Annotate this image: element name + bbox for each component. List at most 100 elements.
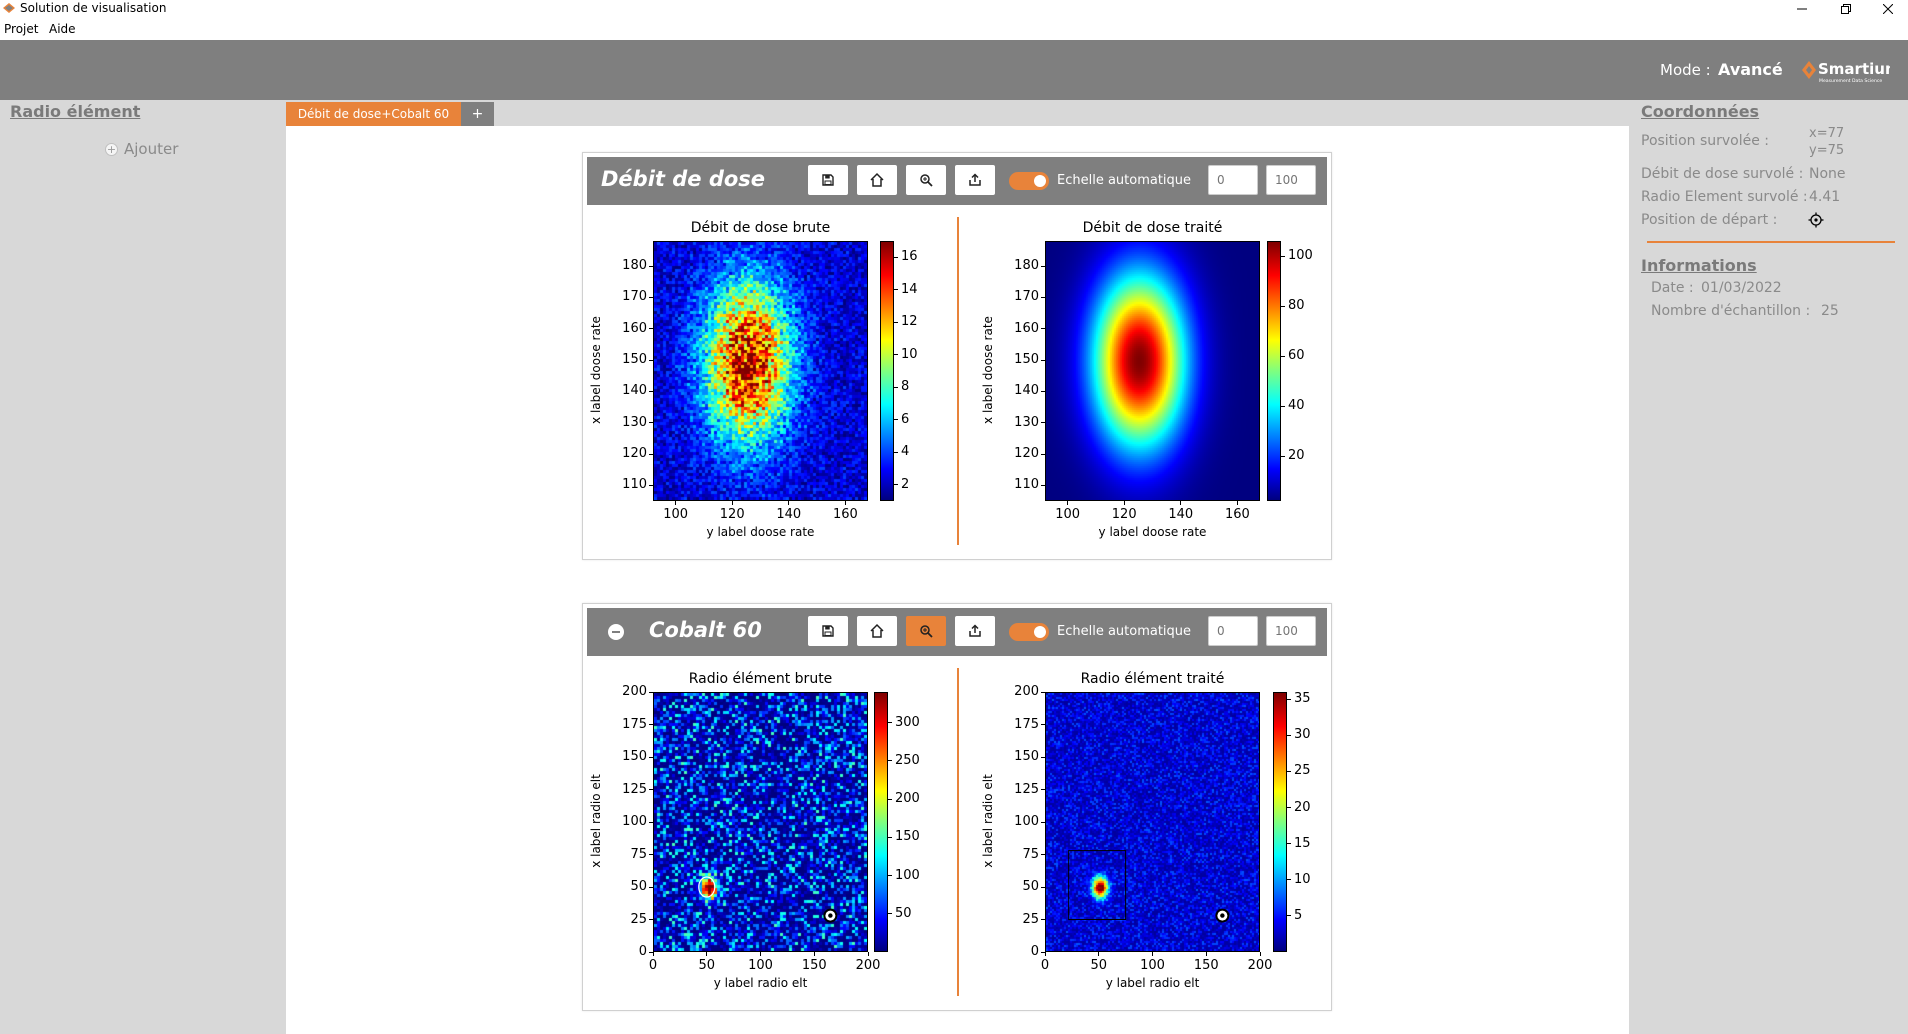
y-tick-label: 110: [1014, 477, 1039, 493]
y-tick-mark: [1041, 821, 1045, 823]
zoom-icon: [920, 625, 933, 638]
auto-scale-toggle[interactable]: [1009, 172, 1049, 190]
y-tick-mark: [1041, 328, 1045, 330]
zoom-button[interactable]: [906, 165, 946, 195]
heatmap-plot[interactable]: [1045, 692, 1260, 952]
heatmap-plot[interactable]: [1045, 241, 1260, 501]
y-tick-mark: [649, 328, 653, 330]
y-tick-label: 100: [1014, 814, 1039, 829]
y-tick-label: 75: [1022, 846, 1039, 862]
y-tick-mark: [649, 453, 653, 455]
y-axis-label: x label radio elt: [589, 774, 603, 868]
minimize-button[interactable]: [1782, 0, 1822, 18]
y-tick-mark: [649, 484, 653, 486]
x-tick-label: 100: [663, 507, 689, 522]
y-tick-mark: [649, 390, 653, 392]
colorbar-tick-label: 35: [1294, 691, 1311, 707]
hover-position-y: y=75: [1809, 143, 1845, 158]
x-tick-label: 0: [1040, 958, 1050, 973]
colorbar-tick-mark: [1281, 305, 1285, 307]
y-tick-label: 125: [1014, 781, 1039, 797]
colorbar-tick-mark: [888, 913, 892, 915]
export-button[interactable]: [955, 616, 995, 646]
colorbar-tick-mark: [1287, 807, 1291, 809]
colorbar-tick-label: 5: [1294, 907, 1303, 923]
restore-button[interactable]: [1826, 0, 1866, 18]
y-tick-label: 140: [1014, 383, 1039, 399]
mode-value[interactable]: Avancé: [1718, 60, 1783, 79]
selection-box[interactable]: [1068, 850, 1127, 921]
y-tick-label: 110: [622, 477, 647, 493]
menu-aide[interactable]: Aide: [49, 22, 76, 36]
y-axis-label: x label doose rate: [589, 316, 603, 424]
collapse-panel-button[interactable]: [608, 624, 624, 640]
home-icon: [870, 623, 884, 638]
y-tick-label: 160: [622, 320, 647, 336]
y-tick-label: 75: [630, 846, 647, 862]
x-tick-mark: [844, 501, 846, 505]
export-button[interactable]: [955, 165, 995, 195]
heatmap-canvas: [654, 693, 867, 951]
add-tab-button[interactable]: +: [461, 102, 494, 126]
x-tick-mark: [788, 501, 790, 505]
save-button[interactable]: [808, 165, 848, 195]
tab-dose-cobalt[interactable]: Débit de dose+Cobalt 60: [286, 102, 461, 126]
crosshair-icon[interactable]: [1808, 212, 1824, 228]
scale-max-input[interactable]: [1266, 616, 1316, 646]
y-tick-label: 140: [622, 383, 647, 399]
colorbar-tick-mark: [888, 760, 892, 762]
y-tick-mark: [649, 296, 653, 298]
colorbar-tick-label: 300: [895, 714, 920, 730]
mode-label: Mode :: [1660, 61, 1711, 79]
coordinates-title: Coordonnées: [1641, 102, 1760, 121]
start-marker[interactable]: [1215, 908, 1230, 923]
panel-toolbar: Débit de dose Echelle automatique: [587, 157, 1327, 205]
colorbar-tick-mark: [888, 836, 892, 838]
colorbar-tick-mark: [894, 256, 898, 258]
colorbar-tick-mark: [1287, 879, 1291, 881]
scale-max-input[interactable]: [1266, 165, 1316, 195]
scale-min-input[interactable]: [1208, 616, 1258, 646]
start-marker[interactable]: [823, 908, 838, 923]
scale-min-input[interactable]: [1208, 165, 1258, 195]
heatmap-canvas: [1046, 242, 1259, 500]
close-button[interactable]: [1868, 0, 1908, 18]
y-tick-label: 50: [630, 879, 647, 894]
add-element-button[interactable]: + Ajouter: [105, 140, 178, 158]
minimize-icon: [1797, 8, 1807, 10]
colorbar-tick-label: 8: [901, 379, 910, 395]
home-button[interactable]: [857, 616, 897, 646]
home-button[interactable]: [857, 165, 897, 195]
close-icon: [1883, 4, 1893, 14]
plot-title: Débit de dose brute: [690, 220, 831, 236]
x-tick-mark: [1044, 952, 1046, 956]
x-tick-label: 200: [1247, 958, 1273, 973]
y-tick-mark: [649, 789, 653, 790]
y-tick-mark: [1041, 390, 1045, 392]
colorbar-tick-mark: [1281, 455, 1285, 457]
y-tick-label: 200: [1014, 684, 1039, 699]
y-tick-mark: [649, 422, 653, 424]
zoom-button[interactable]: [906, 616, 946, 646]
x-tick-label: 120: [719, 507, 745, 522]
y-tick-mark: [649, 821, 653, 823]
auto-scale-toggle[interactable]: [1009, 623, 1049, 641]
colorbar-tick-mark: [888, 722, 892, 724]
colorbar-tick-mark: [888, 798, 892, 800]
panel-title: Débit de dose: [601, 167, 766, 191]
heatmap-plot[interactable]: [653, 692, 868, 952]
save-button[interactable]: [808, 616, 848, 646]
window-title: Solution de visualisation: [20, 1, 167, 15]
y-tick-mark: [1041, 951, 1045, 953]
colorbar-tick-label: 15: [1294, 835, 1311, 851]
y-tick-label: 170: [1014, 289, 1039, 305]
radio-element-sidebar: Radio élément + Ajouter: [0, 100, 286, 1034]
colorbar-tick-label: 80: [1288, 298, 1305, 313]
colorbar-tick-label: 250: [895, 752, 920, 768]
heatmap-plot[interactable]: [653, 241, 868, 501]
panel-toolbar: Cobalt 60 Echelle automatique: [587, 608, 1327, 656]
colorbar-tick-label: 10: [901, 346, 918, 362]
menu-projet[interactable]: Projet: [4, 22, 39, 36]
y-tick-mark: [1041, 453, 1045, 455]
x-tick-label: 50: [1090, 958, 1108, 973]
